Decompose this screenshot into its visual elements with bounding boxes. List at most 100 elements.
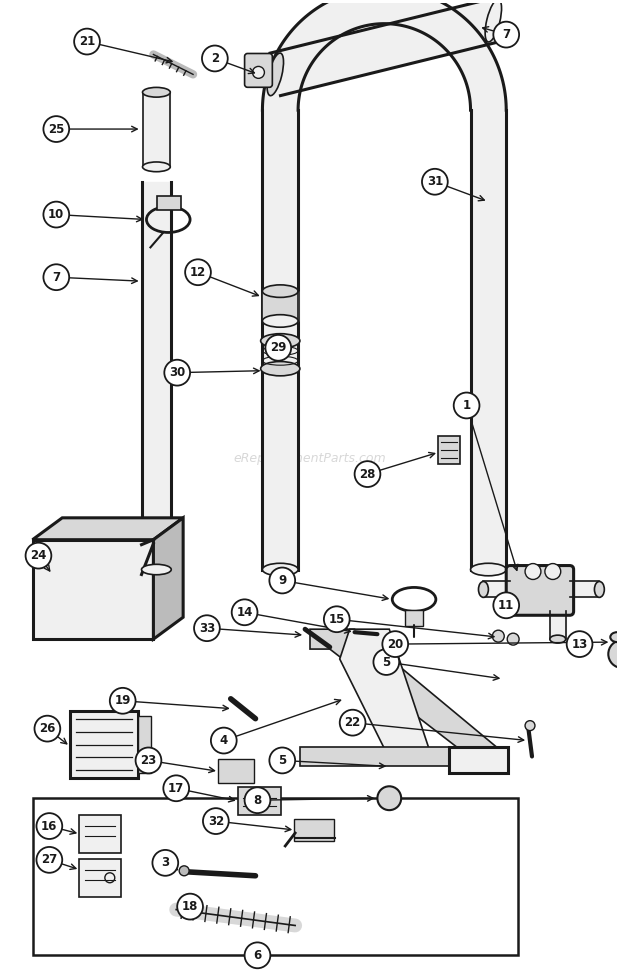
Text: 20: 20: [387, 638, 404, 650]
Text: 5: 5: [278, 754, 286, 767]
FancyBboxPatch shape: [218, 760, 254, 783]
Polygon shape: [32, 540, 153, 640]
Circle shape: [37, 813, 62, 838]
Circle shape: [269, 748, 295, 773]
Polygon shape: [138, 716, 151, 773]
Ellipse shape: [262, 285, 298, 297]
Text: 7: 7: [52, 271, 60, 284]
FancyBboxPatch shape: [79, 815, 121, 853]
Circle shape: [525, 564, 541, 579]
Text: 28: 28: [360, 468, 376, 481]
Polygon shape: [262, 0, 506, 110]
Ellipse shape: [143, 88, 170, 98]
Text: 1: 1: [463, 399, 471, 412]
Ellipse shape: [143, 162, 170, 172]
Circle shape: [177, 894, 203, 919]
Text: 31: 31: [427, 176, 443, 188]
Ellipse shape: [595, 581, 604, 598]
Text: 8: 8: [254, 794, 262, 806]
Circle shape: [494, 593, 519, 618]
FancyBboxPatch shape: [294, 819, 334, 841]
Polygon shape: [153, 518, 183, 640]
Ellipse shape: [141, 565, 171, 574]
FancyBboxPatch shape: [405, 610, 423, 626]
Circle shape: [43, 264, 69, 291]
Text: 12: 12: [190, 266, 206, 279]
Polygon shape: [471, 110, 506, 569]
Circle shape: [194, 615, 220, 642]
Circle shape: [378, 786, 401, 810]
Ellipse shape: [550, 635, 565, 644]
Circle shape: [74, 28, 100, 55]
Ellipse shape: [479, 581, 489, 598]
Circle shape: [269, 567, 295, 594]
FancyBboxPatch shape: [245, 54, 272, 88]
Text: 13: 13: [572, 638, 588, 650]
Circle shape: [37, 847, 62, 873]
Circle shape: [164, 360, 190, 385]
Text: 23: 23: [140, 754, 157, 767]
Polygon shape: [141, 181, 171, 569]
Circle shape: [454, 393, 479, 418]
Text: eReplacementParts.com: eReplacementParts.com: [234, 452, 386, 465]
Polygon shape: [32, 540, 153, 640]
Text: 22: 22: [345, 717, 361, 729]
Circle shape: [43, 202, 69, 227]
Ellipse shape: [262, 564, 298, 576]
Circle shape: [35, 716, 60, 742]
Circle shape: [355, 461, 380, 487]
Circle shape: [163, 775, 189, 801]
Polygon shape: [550, 611, 565, 640]
Text: 24: 24: [30, 549, 46, 563]
Text: 33: 33: [199, 622, 215, 635]
Circle shape: [232, 600, 257, 625]
Circle shape: [25, 543, 51, 568]
FancyBboxPatch shape: [79, 859, 121, 897]
Circle shape: [203, 808, 229, 834]
Polygon shape: [262, 110, 298, 569]
Text: 15: 15: [329, 612, 345, 626]
Circle shape: [179, 866, 189, 876]
Text: 26: 26: [39, 722, 56, 735]
Text: 19: 19: [115, 694, 131, 707]
Polygon shape: [310, 629, 498, 749]
Text: 16: 16: [41, 820, 58, 833]
Circle shape: [136, 748, 161, 773]
Text: 11: 11: [498, 599, 515, 612]
Polygon shape: [141, 518, 183, 574]
Polygon shape: [484, 581, 510, 598]
Circle shape: [202, 46, 228, 71]
Circle shape: [545, 564, 560, 579]
Circle shape: [608, 641, 620, 668]
Text: 25: 25: [48, 123, 64, 136]
Polygon shape: [143, 93, 170, 167]
Text: 30: 30: [169, 367, 185, 379]
Text: 4: 4: [219, 734, 228, 747]
Circle shape: [492, 630, 504, 643]
Polygon shape: [340, 629, 429, 759]
Ellipse shape: [262, 315, 298, 328]
Text: 14: 14: [236, 605, 253, 619]
Ellipse shape: [610, 632, 620, 643]
Text: 2: 2: [211, 52, 219, 65]
Polygon shape: [270, 0, 498, 96]
Text: 3: 3: [161, 856, 169, 870]
Text: 27: 27: [42, 853, 58, 867]
Circle shape: [252, 66, 264, 78]
Polygon shape: [570, 581, 600, 598]
Ellipse shape: [485, 0, 502, 42]
Circle shape: [340, 710, 366, 735]
FancyBboxPatch shape: [237, 787, 281, 815]
Circle shape: [265, 334, 291, 361]
Text: 17: 17: [168, 782, 184, 795]
Polygon shape: [32, 518, 183, 540]
Circle shape: [525, 721, 535, 730]
Circle shape: [245, 787, 270, 813]
Text: 32: 32: [208, 814, 224, 828]
Polygon shape: [449, 747, 508, 773]
Text: 18: 18: [182, 900, 198, 914]
Polygon shape: [262, 292, 298, 321]
Circle shape: [567, 631, 593, 657]
Text: 10: 10: [48, 208, 64, 221]
Text: 5: 5: [382, 655, 391, 669]
